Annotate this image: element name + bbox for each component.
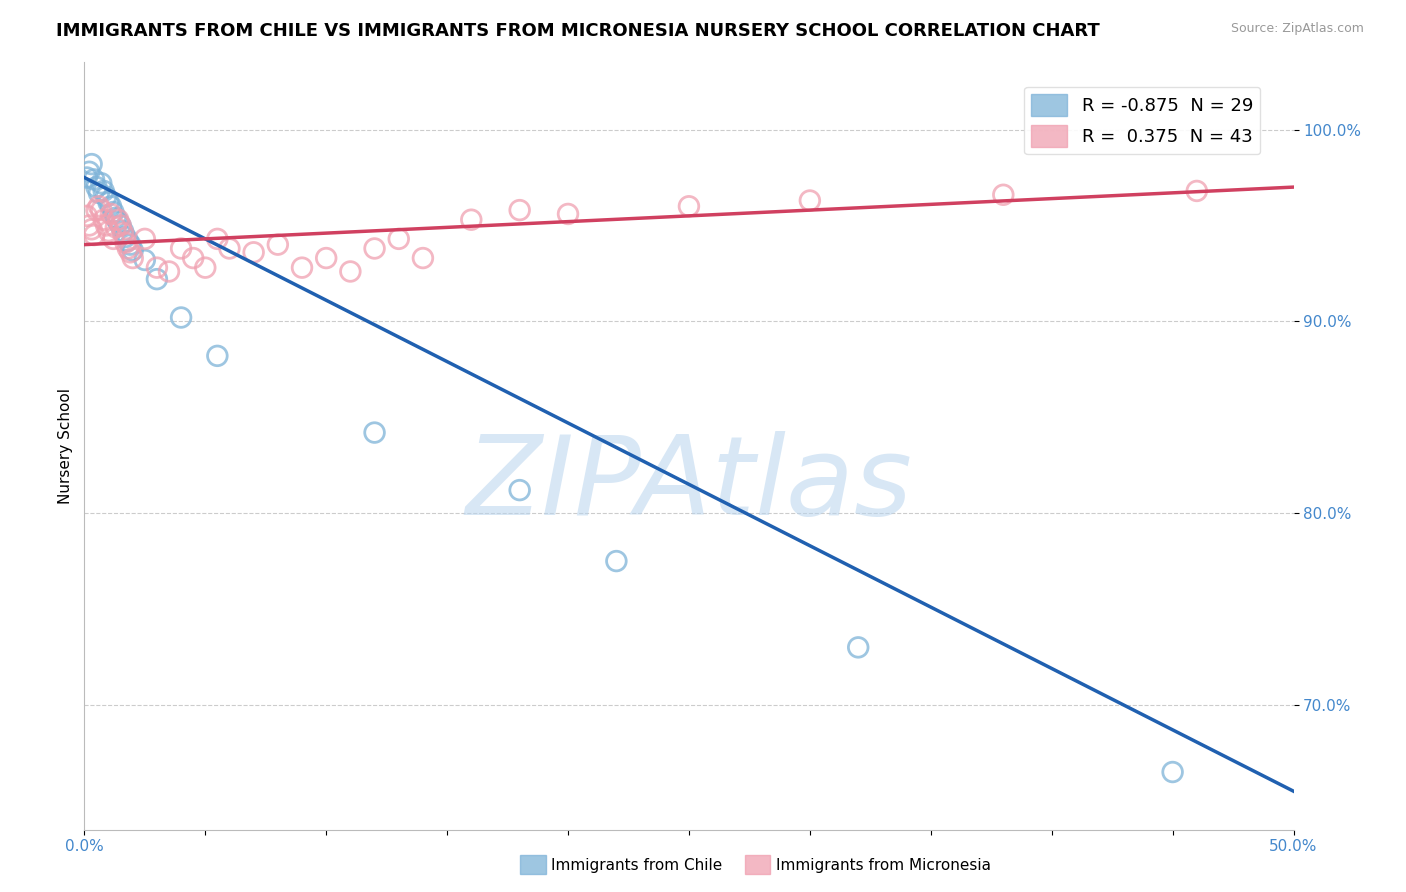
Text: IMMIGRANTS FROM CHILE VS IMMIGRANTS FROM MICRONESIA NURSERY SCHOOL CORRELATION C: IMMIGRANTS FROM CHILE VS IMMIGRANTS FROM… <box>56 22 1099 40</box>
Point <box>110 219 132 233</box>
Point <box>90 176 112 190</box>
Point <box>76 170 98 185</box>
Point <box>107 212 129 227</box>
Point <box>114 230 136 244</box>
Point <box>93 184 115 198</box>
Point <box>121 251 143 265</box>
Point <box>83 172 105 186</box>
Point <box>207 349 229 363</box>
Point <box>100 207 122 221</box>
Point <box>97 195 120 210</box>
Point <box>678 199 700 213</box>
Point <box>90 203 112 218</box>
Point <box>146 272 169 286</box>
Point <box>1185 184 1208 198</box>
Point <box>134 252 156 267</box>
Point <box>363 425 385 440</box>
Point <box>146 260 169 275</box>
Point <box>194 260 217 275</box>
Point <box>315 251 337 265</box>
Point <box>80 222 103 236</box>
Point <box>86 203 108 218</box>
Point <box>103 205 125 219</box>
Point <box>170 310 193 325</box>
Point <box>846 640 869 655</box>
Y-axis label: Nursery School: Nursery School <box>58 388 73 504</box>
Point <box>93 212 115 227</box>
Point <box>799 194 821 208</box>
Point <box>107 214 129 228</box>
Point <box>993 187 1015 202</box>
Point <box>77 165 100 179</box>
Point <box>100 199 122 213</box>
Point <box>181 251 204 265</box>
Point <box>117 242 139 256</box>
Point <box>121 244 143 258</box>
Point <box>94 189 117 203</box>
Point <box>509 483 531 497</box>
Point <box>557 207 579 221</box>
Point <box>267 237 290 252</box>
Point <box>112 224 135 238</box>
Point <box>120 237 142 252</box>
Point <box>112 226 135 240</box>
Point <box>87 199 110 213</box>
Point <box>605 554 627 568</box>
Point <box>509 203 531 218</box>
Point <box>242 245 264 260</box>
Point <box>120 245 142 260</box>
Point <box>110 219 132 233</box>
Point <box>94 219 117 233</box>
Point <box>363 242 385 256</box>
Point <box>114 235 136 250</box>
Point <box>80 157 103 171</box>
Point <box>388 232 411 246</box>
Point <box>86 180 108 194</box>
Point <box>87 186 110 200</box>
Point <box>117 234 139 248</box>
Point <box>218 242 240 256</box>
Point <box>83 227 105 242</box>
Point <box>207 232 229 246</box>
Legend: R = -0.875  N = 29, R =  0.375  N = 43: R = -0.875 N = 29, R = 0.375 N = 43 <box>1024 87 1260 154</box>
Point <box>170 242 193 256</box>
Point <box>76 209 98 223</box>
Text: Immigrants from Chile: Immigrants from Chile <box>551 858 723 872</box>
Point <box>460 212 482 227</box>
Point <box>291 260 314 275</box>
Point <box>97 224 120 238</box>
Point <box>412 251 434 265</box>
Point <box>339 264 361 278</box>
Point <box>77 219 100 233</box>
Point <box>104 220 127 235</box>
Text: Immigrants from Micronesia: Immigrants from Micronesia <box>776 858 991 872</box>
Point <box>104 211 127 225</box>
Point <box>134 232 156 246</box>
Point <box>157 264 180 278</box>
Point <box>103 232 125 246</box>
Text: Source: ZipAtlas.com: Source: ZipAtlas.com <box>1230 22 1364 36</box>
Text: ZIPAtlas: ZIPAtlas <box>465 431 912 538</box>
Point <box>1161 765 1184 780</box>
